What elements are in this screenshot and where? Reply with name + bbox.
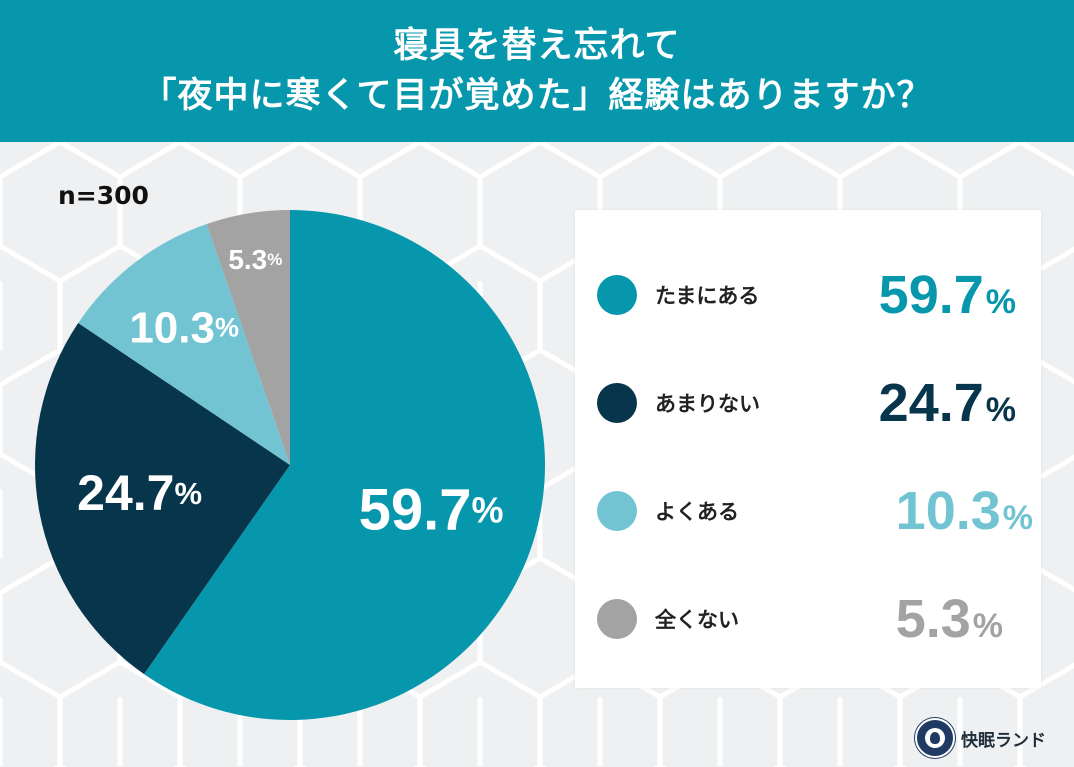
pie-slice-yoku [78, 224, 290, 465]
legend-value-mattaku: 5.3% [895, 589, 1003, 649]
legend-dot-amari [597, 383, 637, 423]
pie-slice-mattaku [206, 210, 290, 465]
legend-dot-mattaku [597, 599, 637, 639]
pie-slice-amari [35, 322, 290, 675]
sample-size: n=300 [58, 181, 149, 210]
legend-label-tamani: たまにある [655, 284, 760, 308]
legend-panel: たまにある 59.7% あまりない 24.7% よくある 10.3% 全くない … [575, 210, 1041, 688]
pie-slice-tamani [144, 210, 546, 720]
header-banner: 寝具を替え忘れて 「夜中に寒くて目が覚めた」経験はありますか？ [0, 0, 1074, 142]
brand-mark: 快眠ランド [915, 718, 1046, 758]
legend-label-yoku: よくある [655, 500, 739, 524]
legend-label-mattaku: 全くない [655, 608, 739, 632]
pie-label-yoku: 10.3% [129, 303, 239, 352]
pie-chart: 59.7% 24.7% 10.3% 5.3% [35, 210, 546, 720]
kaimin-land-logo-icon [915, 718, 955, 758]
brand-name: 快眠ランド [961, 730, 1046, 751]
legend-value-yoku: 10.3% [895, 481, 1033, 541]
title-line-2: 「夜中に寒くて目が覚めた」経験はありますか？ [141, 76, 933, 116]
pie-label-amari: 24.7% [77, 465, 202, 521]
legend-item-tamani: たまにある 59.7% [575, 260, 1041, 330]
legend-label-amari: あまりない [655, 392, 760, 416]
legend-item-amari: あまりない 24.7% [575, 368, 1041, 438]
pie-label-tamani: 59.7% [359, 477, 504, 542]
title-line-1: 寝具を替え忘れて [393, 26, 681, 66]
legend-item-mattaku: 全くない 5.3% [575, 584, 1041, 654]
legend-dot-yoku [597, 491, 637, 531]
legend-dot-tamani [597, 275, 637, 315]
pie-label-mattaku: 5.3% [228, 243, 282, 274]
legend-value-tamani: 59.7% [878, 265, 1016, 325]
legend-value-amari: 24.7% [878, 373, 1016, 433]
legend-item-yoku: よくある 10.3% [575, 476, 1041, 546]
